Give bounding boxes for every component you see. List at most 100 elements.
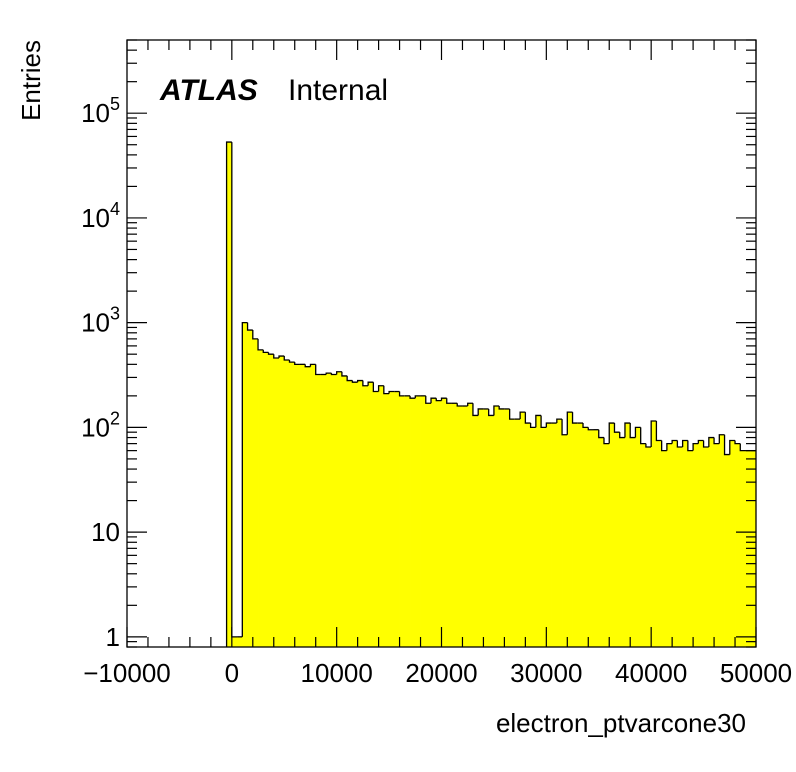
histogram-bar (577, 423, 584, 647)
histogram-bar-outline (508, 408, 515, 420)
histogram-bar (368, 382, 374, 647)
x-tick-label: 30000 (510, 658, 582, 688)
histogram-bar (624, 423, 631, 647)
histogram-bar (410, 398, 416, 647)
histogram-bar-outline (225, 141, 232, 647)
histogram-bar (651, 421, 657, 647)
x-tick-label: 20000 (405, 658, 477, 688)
histogram-bar-outline (336, 371, 342, 375)
histogram-bar-outline (409, 395, 416, 399)
histogram-bar-outline (687, 440, 694, 452)
histogram-bar-outline (241, 322, 248, 637)
histogram-bar (394, 391, 400, 647)
histogram-bar (630, 437, 636, 647)
histogram-bar-outline (325, 372, 332, 375)
histogram-bar (593, 429, 600, 647)
histogram-bar-outline (655, 421, 662, 442)
histogram-bar (383, 393, 390, 647)
histogram-bar (488, 415, 495, 647)
histogram-bar-outline (273, 354, 280, 359)
internal-label: Internal (288, 74, 388, 107)
histogram-bar (656, 440, 663, 647)
histogram-bar-outline (414, 395, 421, 399)
histogram-bar-outline (713, 437, 720, 445)
histogram-bar-outline (702, 440, 709, 448)
histogram-bar-outline (304, 364, 311, 368)
histogram-bar-outline (613, 423, 620, 433)
histogram-bar-outline (341, 371, 348, 377)
histogram-bar-outline (718, 434, 725, 444)
histogram-bar (320, 374, 327, 647)
histogram-bar (714, 443, 720, 647)
histogram-bar (467, 403, 474, 647)
histogram-bar (640, 443, 647, 647)
histogram-bar (493, 406, 500, 647)
x-tick-label: 50000 (720, 658, 792, 688)
histogram-bar-outline (388, 390, 395, 394)
histogram-bar (724, 454, 731, 647)
histogram-bar (451, 403, 458, 647)
histogram-bar (299, 364, 306, 647)
histogram-bar-outline (708, 436, 715, 447)
histogram-bar (472, 415, 479, 647)
histogram-bar (284, 360, 290, 647)
histogram-bar-outline (676, 440, 683, 448)
histogram-bar (331, 374, 338, 647)
histogram-bar (677, 446, 684, 647)
histogram-bar (289, 362, 296, 647)
histogram-bar (666, 443, 673, 647)
histogram-bar-outline (425, 395, 432, 404)
histogram-bar-outline (529, 423, 536, 429)
histogram-bar-outline (556, 418, 563, 424)
histogram-bar-outline (545, 422, 552, 428)
histogram-bars (225, 141, 757, 647)
histogram-bar (525, 423, 532, 647)
histogram-bar (399, 395, 406, 647)
histogram-bar (546, 423, 552, 647)
histogram-bar (373, 391, 379, 647)
histogram-bar (226, 142, 233, 647)
histogram-bar-outline (681, 439, 688, 447)
histogram-bar (258, 349, 264, 647)
histogram-bar (247, 330, 254, 647)
x-tick-label: −10000 (83, 658, 170, 688)
y-tick-label: 104 (81, 199, 120, 233)
x-tick-label: 0 (225, 658, 239, 688)
histogram-bar (572, 423, 579, 647)
histogram-bar-outline (493, 405, 500, 416)
histogram-bar-outline (283, 356, 290, 361)
histogram-bar-outline (645, 443, 652, 448)
histogram-bar (326, 373, 332, 647)
y-tick-label: 105 (81, 94, 120, 128)
histogram-bar (263, 352, 269, 647)
histogram-bar (273, 357, 280, 647)
histogram-bar-outline (383, 385, 390, 395)
histogram-bar (614, 432, 621, 647)
histogram-bar-outline (467, 402, 473, 407)
histogram-bar (687, 450, 694, 647)
histogram-bar (504, 408, 511, 647)
histogram-bar-outline (540, 415, 547, 429)
histogram-bar (436, 400, 442, 647)
histogram-bar-outline (252, 330, 259, 340)
histogram-bar (310, 364, 317, 647)
histogram-bar-outline (519, 411, 526, 420)
histogram-bar (583, 427, 589, 647)
histogram-bar (588, 429, 594, 647)
histogram-bar (294, 364, 301, 647)
histogram-bar-outline (640, 427, 646, 445)
histogram-bar-outline (351, 380, 358, 383)
x-tick-label: 10000 (301, 658, 373, 688)
histogram-bar-outline (346, 375, 353, 382)
axis-ticks (126, 39, 757, 648)
histogram-bar-outline (372, 382, 379, 393)
histogram-bar-outline (294, 362, 300, 365)
histogram-bar-outline (377, 385, 384, 392)
histogram-bar-outline (257, 338, 264, 351)
histogram-bar (509, 419, 516, 647)
histogram-bar (703, 446, 710, 647)
histogram-bar (446, 403, 453, 647)
histogram-bar (609, 423, 615, 647)
histogram-bar (362, 385, 369, 647)
